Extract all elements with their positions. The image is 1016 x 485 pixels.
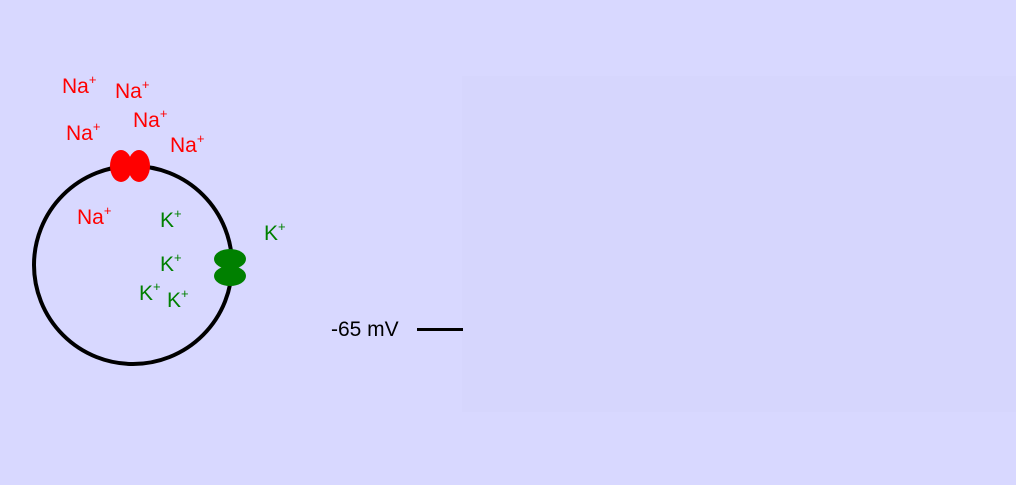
sodium-ion-label: Na+: [62, 72, 96, 98]
sodium-ion-label: Na+: [66, 119, 100, 145]
potassium-ion-label: K+: [264, 219, 286, 245]
sodium-channel-icon: [110, 150, 150, 182]
cell-membrane: [32, 164, 234, 366]
potassium-ion-label: K+: [160, 206, 182, 232]
resting-potential-label: -65 mV: [331, 318, 399, 341]
sodium-ion-label: Na+: [133, 106, 167, 132]
potassium-ion-label: K+: [139, 279, 161, 305]
sodium-ion-label: Na+: [115, 77, 149, 103]
sodium-ion-label: Na+: [77, 203, 111, 229]
potassium-ion-label: K+: [167, 286, 189, 312]
potassium-ion-label: K+: [160, 250, 182, 276]
resting-potential-line: [417, 328, 463, 331]
membrane-potential-plot-area: [462, 76, 1016, 412]
sodium-ion-label: Na+: [170, 131, 204, 157]
potassium-channel-icon: [214, 249, 246, 286]
